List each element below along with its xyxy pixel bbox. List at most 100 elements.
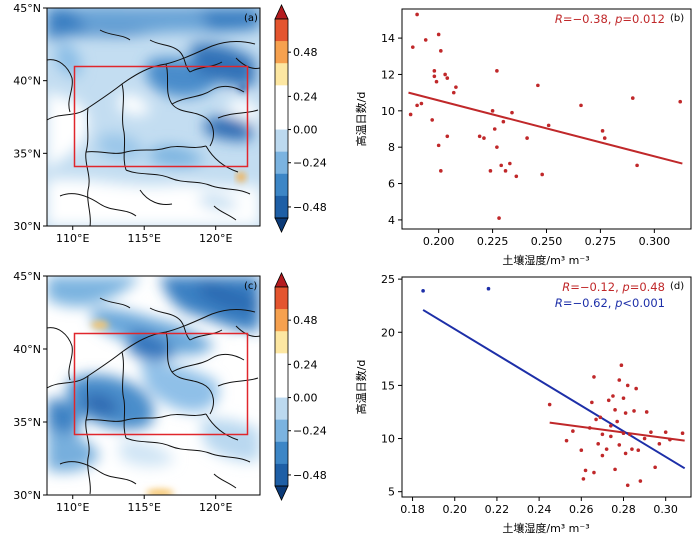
- y-tick-label: 8: [388, 141, 395, 154]
- data-point-red: [482, 136, 486, 140]
- data-point-red: [445, 134, 450, 139]
- y-tick-label: 5: [388, 486, 395, 499]
- data-point-red: [546, 123, 551, 128]
- data-point-red: [611, 394, 615, 398]
- colorbar-segment: [275, 287, 288, 310]
- data-point-red: [625, 383, 630, 388]
- data-point-red: [668, 437, 672, 442]
- data-point-red: [432, 74, 437, 79]
- correlation-stat: R=−0.12, p=0.48: [562, 280, 665, 294]
- data-point-red: [536, 83, 540, 88]
- data-point-red: [415, 103, 419, 108]
- panel-label-a: (a): [244, 13, 258, 24]
- data-point-red: [477, 134, 482, 139]
- data-point-red: [649, 430, 653, 434]
- lon-tick-label: 110°E: [56, 501, 89, 514]
- data-point-red: [653, 465, 657, 470]
- colorbar-segment: [275, 63, 288, 86]
- y-axis-label-b: 高温日数/d: [354, 92, 368, 147]
- data-point-red: [492, 127, 497, 131]
- y-tick-label: 25: [381, 273, 395, 286]
- data-point-red: [609, 434, 613, 439]
- data-point-red: [436, 143, 441, 148]
- data-point-red: [454, 85, 458, 89]
- data-point-blue: [421, 289, 425, 293]
- colorbar-frame: [274, 18, 289, 219]
- data-point-red: [602, 136, 607, 140]
- study-region-box: [73, 65, 249, 168]
- colorbar-segment: [275, 441, 288, 465]
- data-point-red: [579, 448, 584, 453]
- data-point-red: [628, 432, 632, 437]
- data-point-red: [638, 479, 643, 483]
- data-point-red: [499, 163, 504, 168]
- colorbar-tick-label: 0.00: [293, 392, 318, 405]
- lat-tick-label: 45°N: [13, 2, 41, 15]
- data-point-red: [547, 402, 552, 407]
- colorbar-segment: [275, 309, 288, 332]
- y-tick-label: 20: [381, 326, 395, 339]
- x-tick-label: 0.24: [527, 503, 552, 516]
- data-point-red: [495, 145, 499, 149]
- regression-line-red: [408, 91, 683, 165]
- data-point-red: [604, 447, 609, 451]
- colorbar-segment: [275, 419, 288, 443]
- y-tick-label: 4: [388, 214, 395, 227]
- lat-tick-label: 40°N: [13, 343, 41, 356]
- lat-tick-label: 40°N: [13, 75, 41, 88]
- data-point-red: [443, 72, 447, 77]
- colorbar-segment: [275, 397, 288, 420]
- data-point-red: [564, 438, 569, 443]
- data-point-red: [445, 76, 450, 80]
- x-tick-label: 0.300: [639, 235, 671, 248]
- x-tick-label: 0.20: [442, 503, 467, 516]
- x-tick-label: 0.275: [585, 235, 617, 248]
- y-axis-label-d: 高温日数/d: [354, 360, 368, 415]
- data-point-red: [415, 12, 419, 17]
- colorbar-segment: [275, 19, 288, 42]
- axes-frame-d: [401, 276, 692, 498]
- data-point-red: [625, 483, 630, 488]
- data-point-red: [423, 38, 428, 42]
- data-point-red: [434, 79, 439, 84]
- colorbar-segment: [275, 41, 288, 64]
- data-point-red: [583, 468, 588, 473]
- data-point-red: [613, 408, 617, 412]
- data-point-red: [432, 69, 437, 73]
- x-tick-label: 0.30: [653, 503, 678, 516]
- colorbar-extend-min: [274, 485, 289, 501]
- data-point-red: [495, 69, 499, 73]
- data-point-red: [579, 103, 583, 108]
- colorbar-segment: [275, 195, 288, 219]
- data-point-red: [410, 45, 415, 49]
- colorbar-tick-label: −0.24: [293, 157, 327, 170]
- y-tick-label: 10: [381, 105, 395, 118]
- data-point-red: [592, 375, 596, 379]
- colorbar-segment: [275, 107, 288, 130]
- data-point-red: [592, 470, 596, 475]
- data-point-red: [600, 453, 605, 458]
- lon-tick-label: 115°E: [127, 501, 160, 514]
- colorbar-segment: [275, 353, 288, 376]
- data-point-red: [510, 110, 514, 115]
- colorbar-tick-label: 0.48: [293, 46, 318, 59]
- data-point-red: [596, 442, 600, 446]
- colorbar-c: 0.48 0.24 0.00 −0.24 −0.48: [274, 272, 327, 501]
- colorbar-a: 0.48 0.24 0.00 −0.24 −0.48: [274, 4, 327, 233]
- colorbar-extend-min: [274, 217, 289, 233]
- data-point-red: [439, 169, 443, 173]
- colorbar-segment: [275, 331, 288, 354]
- data-point-red: [615, 419, 619, 424]
- lon-tick-label: 115°E: [127, 232, 160, 245]
- regression-line-blue: [422, 309, 686, 470]
- colorbar-segment: [275, 375, 288, 398]
- lat-tick-label: 45°N: [13, 270, 41, 283]
- data-point-red: [678, 99, 683, 104]
- data-point-red: [490, 109, 495, 113]
- data-point-red: [634, 386, 638, 391]
- x-tick-label: 0.200: [423, 235, 455, 248]
- colorbar-segment: [275, 173, 288, 197]
- data-point-red: [600, 129, 605, 133]
- x-tick-label: 0.22: [485, 503, 510, 516]
